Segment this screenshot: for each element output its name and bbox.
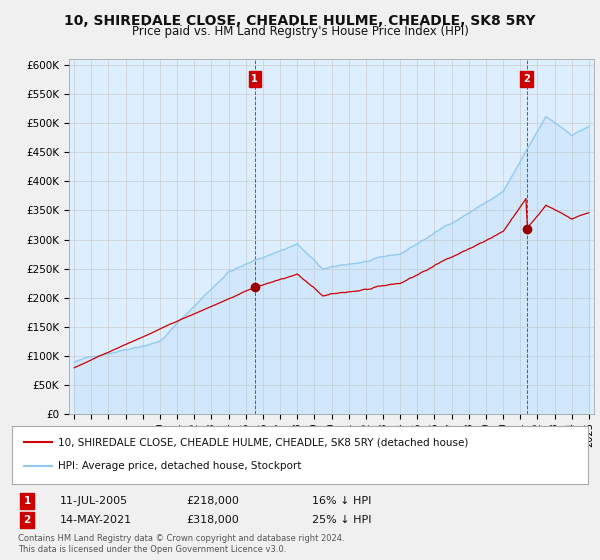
- Text: Price paid vs. HM Land Registry's House Price Index (HPI): Price paid vs. HM Land Registry's House …: [131, 25, 469, 38]
- Text: Contains HM Land Registry data © Crown copyright and database right 2024.: Contains HM Land Registry data © Crown c…: [18, 534, 344, 543]
- Text: HPI: Average price, detached house, Stockport: HPI: Average price, detached house, Stoc…: [58, 460, 301, 470]
- Text: 16% ↓ HPI: 16% ↓ HPI: [312, 496, 371, 506]
- Text: 1: 1: [23, 496, 31, 506]
- Text: This data is licensed under the Open Government Licence v3.0.: This data is licensed under the Open Gov…: [18, 545, 286, 554]
- Text: 14-MAY-2021: 14-MAY-2021: [60, 515, 132, 525]
- Text: 1: 1: [251, 74, 258, 84]
- Text: 2: 2: [523, 74, 530, 84]
- Text: £318,000: £318,000: [186, 515, 239, 525]
- Text: 10, SHIREDALE CLOSE, CHEADLE HULME, CHEADLE, SK8 5RY (detached house): 10, SHIREDALE CLOSE, CHEADLE HULME, CHEA…: [58, 437, 469, 447]
- Text: 11-JUL-2005: 11-JUL-2005: [60, 496, 128, 506]
- Text: 2: 2: [23, 515, 31, 525]
- Text: 10, SHIREDALE CLOSE, CHEADLE HULME, CHEADLE, SK8 5RY: 10, SHIREDALE CLOSE, CHEADLE HULME, CHEA…: [64, 14, 536, 28]
- Text: £218,000: £218,000: [186, 496, 239, 506]
- Text: 25% ↓ HPI: 25% ↓ HPI: [312, 515, 371, 525]
